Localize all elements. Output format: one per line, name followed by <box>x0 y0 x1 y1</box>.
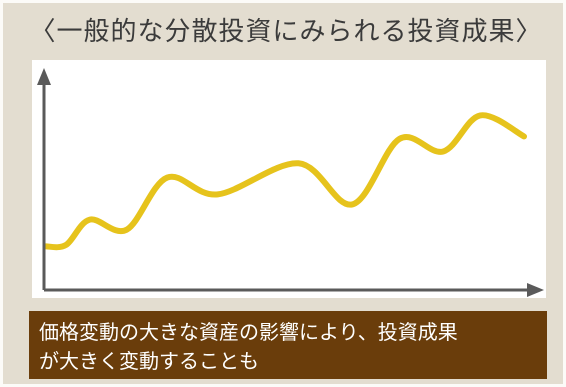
line-chart <box>37 68 544 297</box>
x-axis-arrowhead <box>527 283 544 297</box>
caption-line-2: が大きく変動することも <box>39 349 259 373</box>
y-axis-arrowhead <box>37 68 51 85</box>
chart-area <box>32 60 546 298</box>
figure-title: 〈一般的な分散投資にみられる投資成果〉 <box>29 17 543 47</box>
series-line <box>43 112 527 251</box>
caption-box: 価格変動の大きな資産の影響により、投資成果 が大きく変動することも <box>29 311 547 379</box>
caption-line-1: 価格変動の大きな資産の影響により、投資成果 <box>39 320 458 344</box>
